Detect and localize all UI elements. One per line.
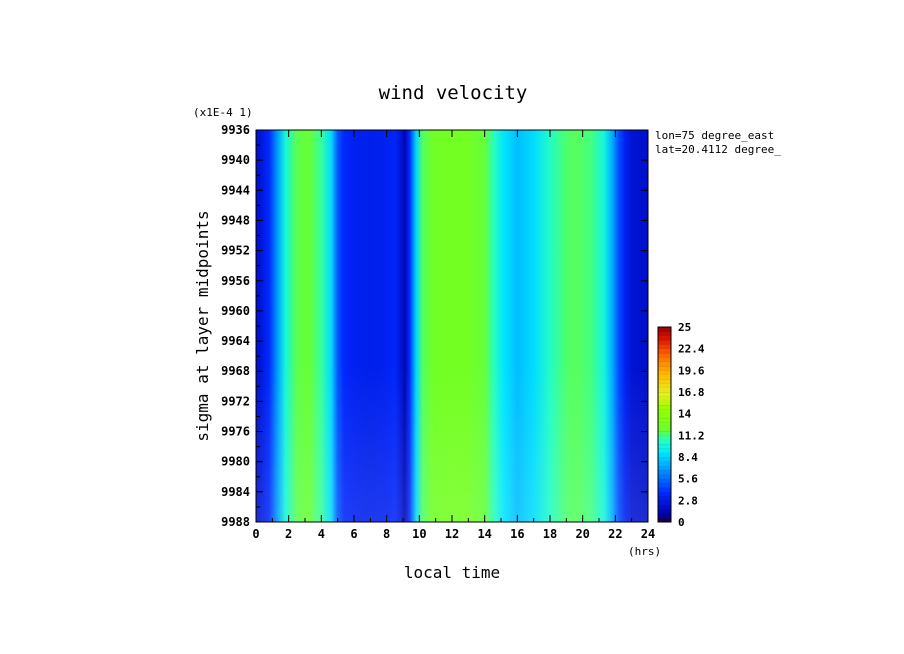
colorbar-label: 2.8 (678, 494, 698, 507)
colorbar-swatch (658, 353, 671, 358)
colorbar-swatch (658, 435, 671, 440)
colorbar-swatch (658, 392, 671, 397)
y-scale-note: (x1E-4 1) (193, 106, 253, 119)
colorbar-swatch (658, 375, 671, 380)
colorbar-swatch (658, 461, 671, 466)
x-tick-label: 24 (641, 527, 655, 541)
colorbar-label: 19.6 (678, 364, 705, 377)
colorbar-swatch (658, 340, 671, 345)
x-tick-label: 10 (412, 527, 426, 541)
y-tick-label: 9968 (221, 364, 250, 378)
colorbar-swatch (658, 500, 671, 505)
colorbar-swatch (658, 492, 671, 497)
colorbar-swatch (658, 483, 671, 488)
colorbar: 25 22.4 19.6 16.8 14 11.2 8.4 5.6 2.8 0 (658, 321, 705, 529)
colorbar-swatch (658, 414, 671, 419)
colorbar-swatch (658, 344, 671, 349)
y-tick-label: 9976 (221, 425, 250, 439)
heatmap-lower-shade (256, 130, 648, 522)
x-tick-label: 20 (575, 527, 589, 541)
x-tick-label: 2 (285, 527, 292, 541)
colorbar-label: 14 (678, 408, 692, 421)
x-tick-label: 4 (318, 527, 325, 541)
y-tick-label: 9960 (221, 304, 250, 318)
colorbar-swatch (658, 470, 671, 475)
colorbar-swatch (658, 444, 671, 449)
y-tick-label: 9984 (221, 485, 250, 499)
colorbar-label: 25 (678, 321, 691, 334)
annotation-lon: lon=75 degree_east (655, 129, 774, 142)
annotation-lat: lat=20.4112 degree_ (655, 143, 781, 156)
colorbar-swatch (658, 448, 671, 453)
colorbar-swatch (658, 331, 671, 336)
colorbar-swatch (658, 327, 671, 332)
y-tick-label: 9980 (221, 455, 250, 469)
colorbar-swatch (658, 396, 671, 401)
colorbar-label: 22.4 (678, 343, 705, 356)
x-tick-label: 8 (383, 527, 390, 541)
colorbar-label: 0 (678, 516, 685, 529)
x-tick-label: 16 (510, 527, 524, 541)
y-tick-label: 9944 (221, 183, 250, 197)
colorbar-swatch (658, 388, 671, 393)
x-tick-label: 6 (350, 527, 357, 541)
colorbar-swatch (658, 457, 671, 462)
colorbar-swatch (658, 357, 671, 362)
colorbar-label: 5.6 (678, 473, 698, 486)
chart-title: wind velocity (379, 82, 528, 104)
x-tick-label: 0 (252, 527, 259, 541)
colorbar-swatch (658, 349, 671, 354)
colorbar-swatch (658, 379, 671, 384)
y-tick-label: 9952 (221, 244, 250, 258)
colorbar-swatch (658, 487, 671, 492)
colorbar-swatch (658, 405, 671, 410)
x-tick-label: 18 (543, 527, 557, 541)
y-tick-label: 9988 (221, 515, 250, 529)
colorbar-swatch (658, 509, 671, 514)
y-tick-label: 9956 (221, 274, 250, 288)
colorbar-swatch (658, 401, 671, 406)
x-tick-label: 22 (608, 527, 622, 541)
y-tick-label: 9964 (221, 334, 250, 348)
colorbar-swatch (658, 383, 671, 388)
colorbar-swatch (658, 496, 671, 501)
x-tick-label: 12 (445, 527, 459, 541)
x-unit-label: (hrs) (628, 545, 661, 558)
colorbar-swatch (658, 409, 671, 414)
y-tick-label: 9936 (221, 123, 250, 137)
colorbar-swatch (658, 505, 671, 510)
colorbar-swatch (658, 440, 671, 445)
colorbar-swatch (658, 422, 671, 427)
colorbar-label: 8.4 (678, 451, 698, 464)
colorbar-swatch (658, 427, 671, 432)
y-tick-label: 9948 (221, 213, 250, 227)
colorbar-swatch (658, 479, 671, 484)
colorbar-swatch (658, 366, 671, 371)
y-tick-label: 9972 (221, 394, 250, 408)
y-tick-label: 9940 (221, 153, 250, 167)
x-tick-label: 14 (477, 527, 491, 541)
x-axis-label: local time (404, 563, 500, 582)
y-axis-label: sigma at layer midpoints (193, 210, 212, 441)
colorbar-swatch (658, 453, 671, 458)
colorbar-swatch (658, 474, 671, 479)
colorbar-swatch (658, 466, 671, 471)
colorbar-swatch (658, 362, 671, 367)
colorbar-swatch (658, 418, 671, 423)
colorbar-swatch (658, 370, 671, 375)
colorbar-swatch (658, 336, 671, 341)
colorbar-label: 16.8 (678, 386, 705, 399)
colorbar-swatch (658, 431, 671, 436)
colorbar-swatch (658, 513, 671, 518)
colorbar-label: 11.2 (678, 429, 705, 442)
